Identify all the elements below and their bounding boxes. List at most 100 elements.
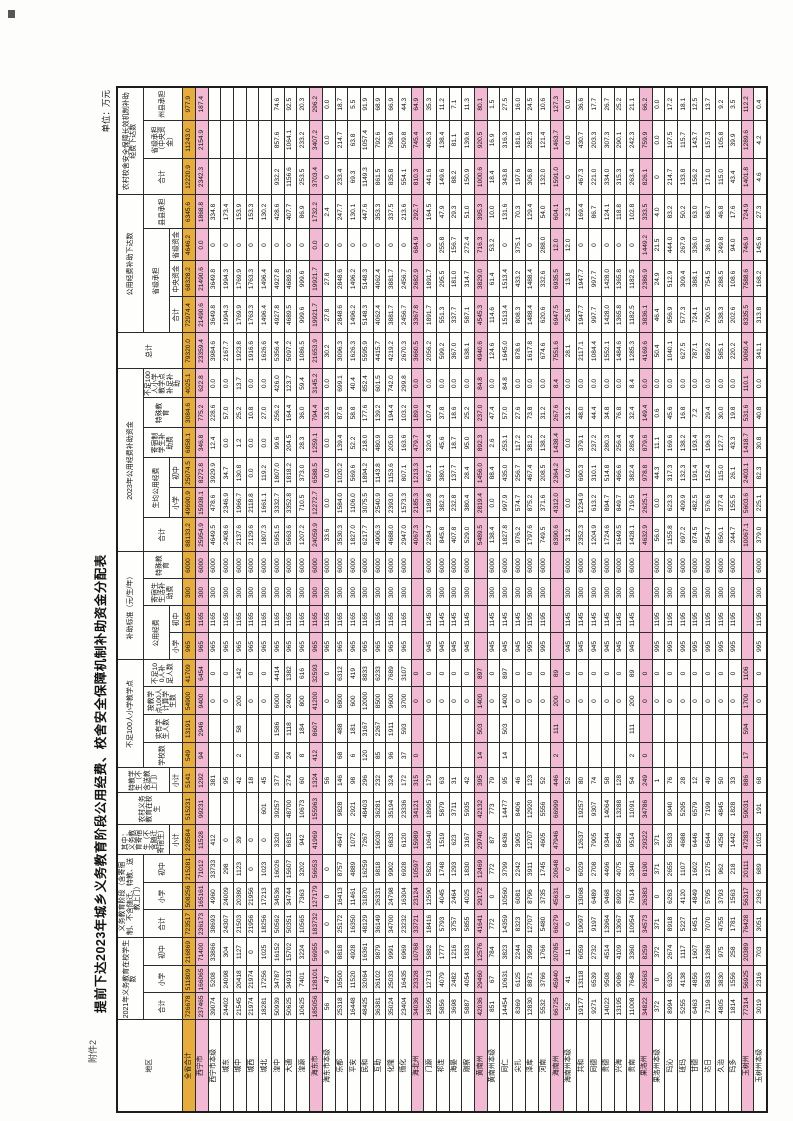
region-name: 西宁市本级 [208,1020,221,1112]
data-cell: 173.4 [220,195,234,229]
data-cell: 6000 [195,552,209,579]
data-cell: 2819.4 [474,488,488,518]
data-cell: 0 [398,229,412,261]
data-cell: 2456.7 [398,297,412,333]
data-cell: 282.3 [525,121,539,159]
data-cell: 35024 [385,993,399,1020]
data-cell: 26331 [373,883,386,910]
data-cell: 1556 [728,966,742,993]
data-cell: 9307 [588,793,602,825]
table-row: 海晏 3698 2482 1216 3757 2464 1293 623 3711 31 0 0 945… [449,87,462,1112]
data-cell [246,715,259,743]
data-cell: 32.4 [626,398,640,428]
data-cell [563,715,577,743]
data-cell: 1649.5 [614,518,627,552]
data-cell: 6451 [690,910,703,938]
data-cell: 20111 [741,855,754,883]
data-cell: 21545 [233,993,247,1020]
data-cell: 2674 [664,938,678,966]
data-cell: 1488.4 [525,261,539,297]
data-cell: 3929.9 [208,458,221,488]
data-cell: 20.3 [296,87,310,121]
data-cell: 667.1 [423,458,437,488]
data-cell: 995 [525,633,539,660]
data-cell [220,715,234,743]
data-cell: 4025.1 [182,369,196,398]
data-cell: 19257 [576,793,589,825]
data-cell: 24402 [220,993,234,1020]
table-row: 西宁市 237465 166065 71400 236173 165161 71012 115… [195,87,209,1112]
data-cell: 10067.1 [741,518,754,552]
data-cell: 56.0 [652,518,665,552]
data-cell: 616 [296,660,310,687]
data-cell: 4075 [614,855,627,883]
region-name: 黄南州 [474,1020,488,1112]
table-row: 班玛 5255 4138 1117 5227 4120 1107 4688 5295 28 0 0 99… [677,87,691,1112]
data-cell: 50625 [284,993,297,1020]
data-cell: 27.3 [753,195,767,229]
data-cell: 0 [601,660,615,687]
data-cell: 9514 [626,825,640,855]
data-cell: 0.0 [563,87,577,121]
data-cell: 108.6 [728,261,742,297]
data-cell: 7689 [385,660,399,687]
data-cell: 91.9 [360,87,374,121]
data-cell: 150.9 [461,159,475,195]
data-cell: 878.6 [512,333,526,369]
data-cell: 29322 [639,825,653,855]
data-cell: 0.0 [246,458,259,488]
data-cell: 1145 [449,606,462,633]
data-cell: 4.0 [652,195,665,229]
data-cell: 1195 [652,606,665,633]
data-cell: 3735 [538,883,551,910]
data-cell: 409.9 [677,488,691,518]
data-cell: 690.3 [576,458,589,488]
data-cell: 995 [753,633,767,660]
data-cell: 50562 [271,910,285,938]
data-cell: 77314 [741,993,754,1020]
region-name: 河南 [538,1020,551,1112]
data-cell: 47.9 [436,195,450,229]
data-cell: 36381 [373,993,386,1020]
data-cell: 7199 [702,793,716,825]
data-cell: 94 [195,743,209,768]
data-cell: 478.6 [208,488,221,518]
data-cell: 576.6 [702,488,716,518]
data-cell: 5532 [538,993,551,1020]
data-cell: 50.4 [652,333,665,369]
data-cell: 4109 [614,938,627,966]
header-small-schools: 不足100人小学教学点 [117,660,144,768]
header-fund-sped: 特殊教育 [143,398,183,428]
table-row: 共和 19177 13118 6059 19097 13068 6029 12637 19257… [576,87,589,1112]
data-cell [639,715,653,743]
data-cell: 6000 [614,552,627,579]
data-cell: 995 [677,633,691,660]
data-cell: 375.1 [512,229,526,261]
data-cell: 46.8 [715,195,729,229]
header-2021-junior: 初中 [143,938,183,966]
data-cell: 945 [614,633,627,660]
data-cell: 0 [639,743,653,768]
data-cell: 26383 [639,883,653,910]
data-cell: 346.8 [195,428,209,458]
data-cell: 0 [258,660,272,687]
data-cell: 85 [373,743,386,768]
data-cell: 300 [398,579,412,606]
data-cell: 18281 [258,993,272,1020]
data-cell: 1745 [538,855,551,883]
data-cell: 39257 [271,793,285,825]
data-cell: 25.2 [614,87,627,121]
data-cell: 857.6 [271,121,285,159]
data-cell: 10.0 [487,195,500,229]
data-cell: 6000 [626,552,640,579]
data-cell: 1828 [728,793,742,825]
data-cell: 1.2 [233,428,247,458]
data-cell: 6815 [284,825,297,855]
data-cell: 28 [677,768,691,793]
data-cell: 1145 [487,606,500,633]
data-cell: 9600 [385,687,399,715]
data-cell: 218.0 [360,428,374,458]
data-cell: 145.6 [753,229,767,261]
data-cell: 1195 [677,606,691,633]
data-cell: 232 [373,768,386,793]
